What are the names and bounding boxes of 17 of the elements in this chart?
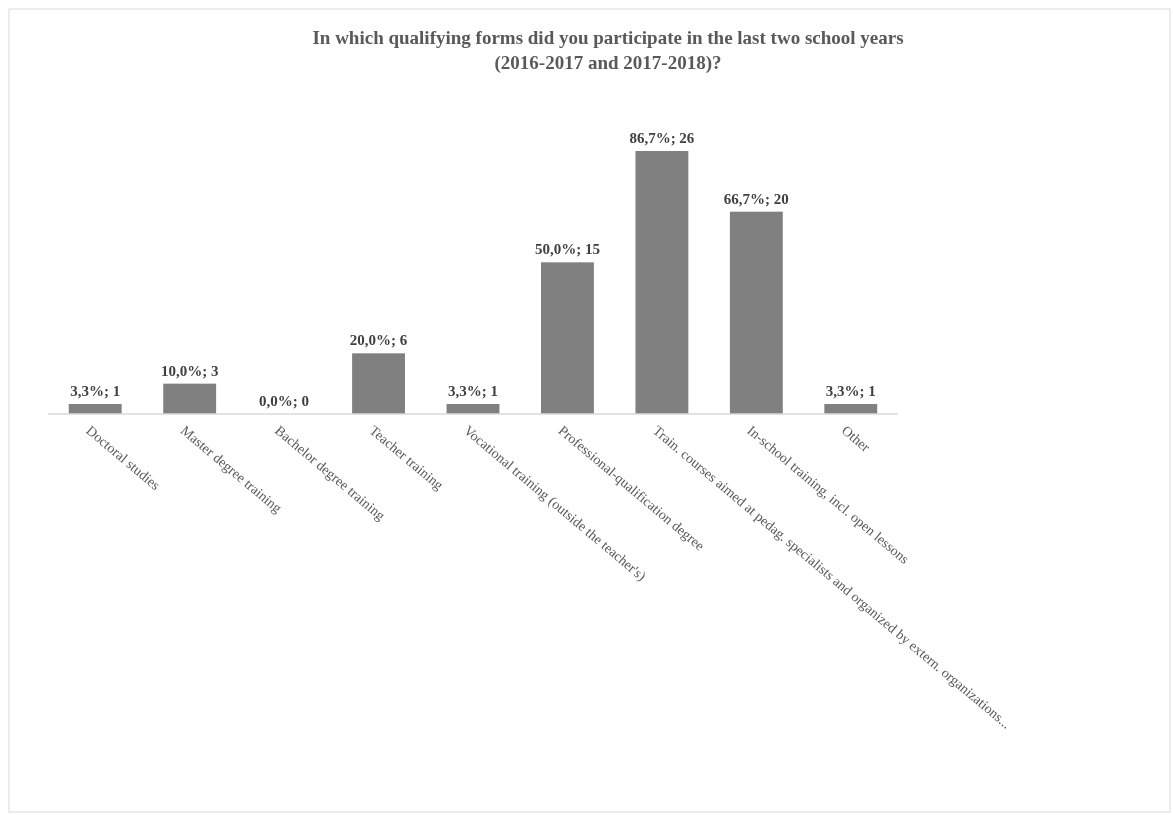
data-label: 3,3%; 1: [448, 382, 498, 399]
chart-title: In which qualifying forms did you participate in the last two school years (2016-2017 and 2017-2018)?: [312, 27, 904, 74]
data-label: 66,7%; 20: [723, 190, 789, 207]
bar: [729, 211, 783, 414]
data-label: 3,3%; 1: [70, 382, 121, 399]
data-label: 3,3%; 1: [825, 382, 876, 399]
data-label: 0,0%; 0: [259, 393, 310, 409]
bar: [68, 403, 122, 414]
data-label: 86,7%; 26: [629, 130, 695, 146]
bar: [824, 403, 878, 414]
bar: [352, 353, 405, 414]
data-label: 50,0%; 15: [534, 241, 600, 258]
bar: [163, 383, 217, 414]
data-label: 10,0%; 3: [160, 362, 219, 379]
data-label: 20,0%; 6: [349, 332, 408, 349]
bar: [541, 262, 594, 414]
bar: [635, 151, 689, 414]
